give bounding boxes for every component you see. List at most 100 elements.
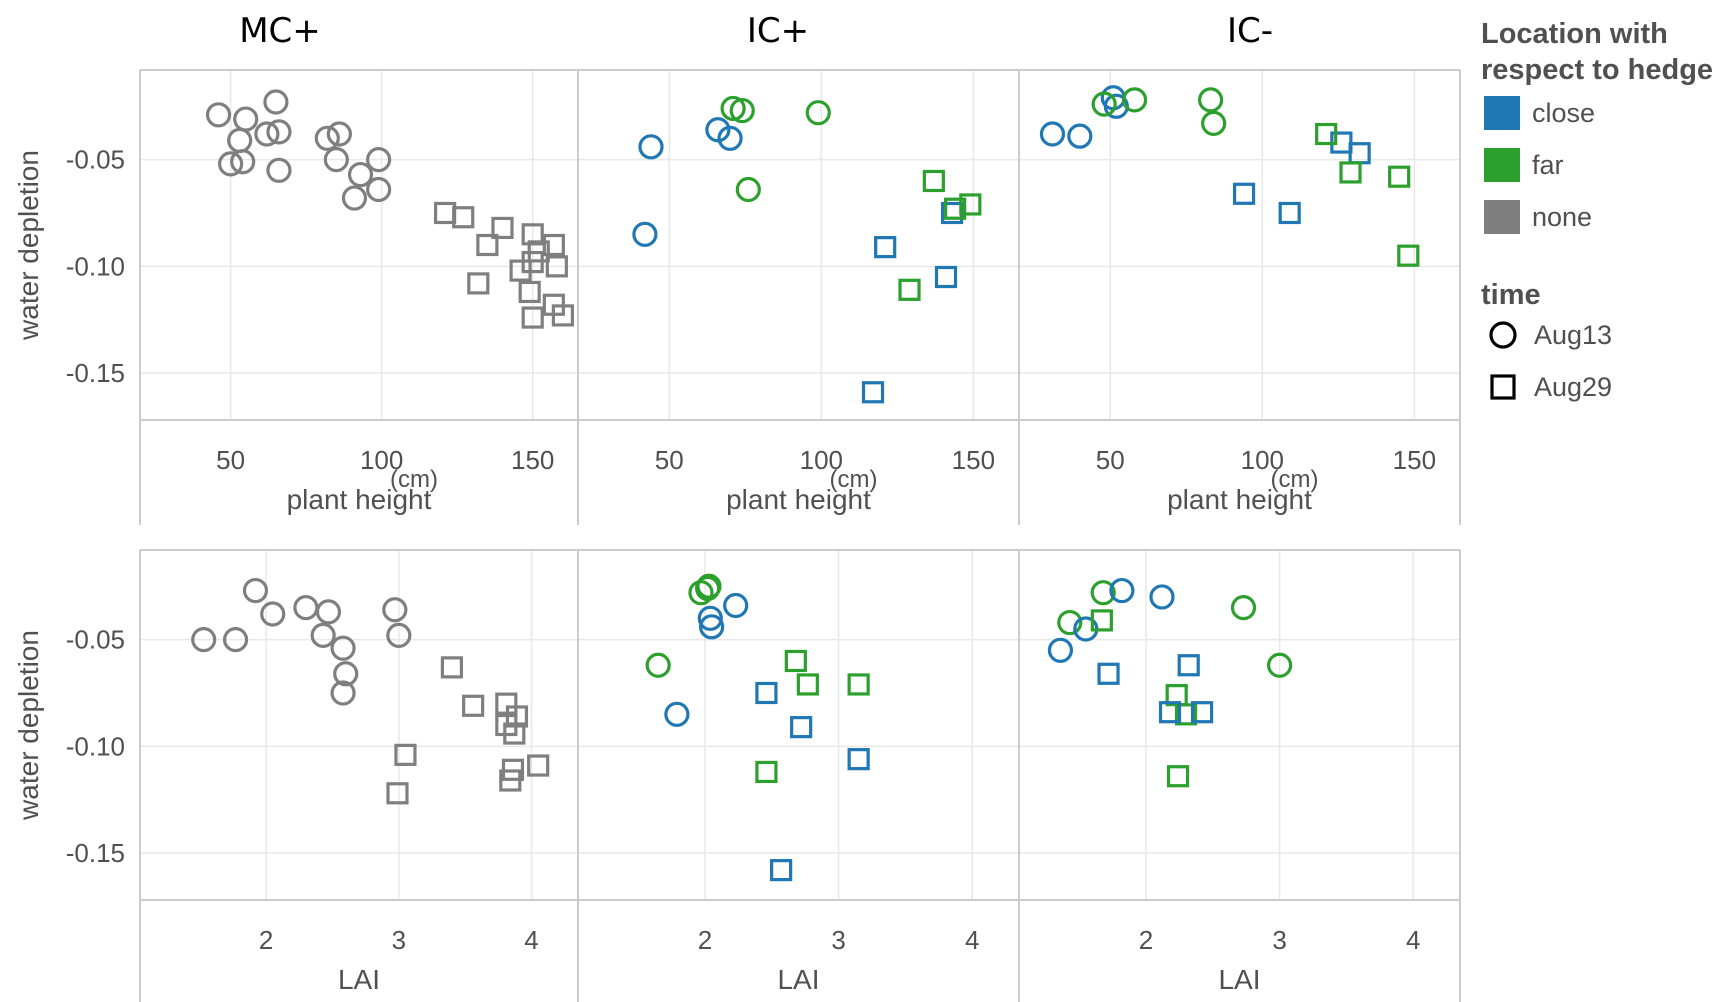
data-point-square xyxy=(790,716,813,739)
data-point-square xyxy=(521,250,544,274)
x-axis-title: plant height xyxy=(726,484,871,515)
data-point-square xyxy=(1232,182,1256,205)
x-axis-title: LAI xyxy=(338,964,380,995)
data-point-circle xyxy=(263,89,289,115)
data-point-circle xyxy=(664,701,690,727)
data-point-square xyxy=(847,748,870,771)
x-tick-label: 150 xyxy=(511,445,554,475)
data-point-square xyxy=(394,743,417,766)
legend-circle-icon xyxy=(1489,321,1517,349)
data-point-circle xyxy=(1067,123,1093,149)
data-point-square xyxy=(1339,161,1362,184)
x-tick-label: 4 xyxy=(524,925,538,955)
data-point-circle xyxy=(254,121,280,147)
data-point-circle xyxy=(260,601,286,627)
y-axis-title: water depletion xyxy=(13,630,44,821)
data-point-square xyxy=(527,754,550,777)
x-tick-label: 150 xyxy=(952,445,995,475)
data-point-circle xyxy=(310,622,336,648)
x-tick-label: 4 xyxy=(1406,925,1420,955)
data-point-square xyxy=(1097,662,1120,685)
data-point-square xyxy=(934,265,958,289)
data-point-circle xyxy=(266,119,292,145)
data-point-circle xyxy=(1090,580,1116,606)
data-point-circle xyxy=(218,151,244,177)
data-point-square xyxy=(499,769,522,792)
data-point-circle xyxy=(230,149,256,175)
data-point-circle xyxy=(1266,652,1293,678)
x-axis-unit: (cm) xyxy=(1271,466,1319,493)
data-point-circle xyxy=(1149,584,1175,610)
legend-label: none xyxy=(1532,202,1592,232)
data-point-circle xyxy=(1091,91,1117,117)
data-point-square xyxy=(1166,765,1190,788)
data-point-square xyxy=(874,236,897,259)
data-point-square xyxy=(784,649,807,673)
legend-label: Aug13 xyxy=(1534,320,1612,350)
data-point-square xyxy=(1190,701,1214,724)
y-tick-label: -0.05 xyxy=(66,145,125,175)
facet-panel-0-1: 50 100 150 plant height(cm) xyxy=(577,69,1019,525)
data-point-circle xyxy=(341,185,368,211)
data-point-circle xyxy=(1121,87,1148,113)
data-point-square xyxy=(1177,654,1200,677)
y-tick-label: -0.15 xyxy=(66,358,125,388)
data-point-circle xyxy=(382,597,408,623)
data-point-square xyxy=(1397,244,1420,267)
data-point-square xyxy=(796,673,819,696)
x-tick-label: 100 xyxy=(360,445,403,475)
x-tick-label: 3 xyxy=(1272,925,1286,955)
data-point-square xyxy=(545,255,568,278)
x-tick-label: 50 xyxy=(1096,445,1125,475)
data-point-circle xyxy=(314,125,340,151)
data-point-circle xyxy=(242,577,269,604)
x-tick-label: 2 xyxy=(1139,925,1153,955)
data-point-circle xyxy=(723,592,749,619)
data-point-square xyxy=(521,306,544,329)
x-tick-label: 2 xyxy=(259,925,273,955)
x-tick-label: 100 xyxy=(1241,445,1284,475)
data-point-circle xyxy=(729,97,755,124)
data-point-circle xyxy=(323,147,349,173)
data-point-square xyxy=(944,197,967,220)
data-point-square xyxy=(1158,701,1182,724)
data-point-circle xyxy=(1057,609,1083,636)
y-tick-label: -0.15 xyxy=(66,838,125,868)
data-point-circle xyxy=(1198,87,1224,113)
facet-panel-0-2: 50 100 150 plant height(cm) xyxy=(1018,69,1461,525)
legend-square-icon xyxy=(1490,374,1516,400)
legend-title-location: Location with xyxy=(1481,18,1668,50)
data-point-square xyxy=(898,278,921,301)
data-point-square xyxy=(1315,122,1338,146)
data-point-circle xyxy=(717,125,743,151)
legend-title-location-2: respect to hedge xyxy=(1481,54,1713,86)
data-point-square xyxy=(476,233,499,257)
data-point-circle xyxy=(1230,595,1257,621)
data-point-circle xyxy=(386,622,412,648)
data-point-circle xyxy=(333,661,359,687)
x-tick-label: 50 xyxy=(655,445,684,475)
legend-swatch-far xyxy=(1484,148,1520,182)
data-point-square xyxy=(440,656,464,679)
facet-panel-1-0: 2 3 4 LAI xyxy=(139,549,578,1002)
data-point-circle xyxy=(638,134,664,160)
data-point-square xyxy=(1388,165,1411,188)
x-tick-label: 2 xyxy=(698,925,712,955)
data-point-square xyxy=(521,223,544,246)
x-tick-label: 50 xyxy=(216,445,245,475)
column-title: MC+ xyxy=(239,11,321,51)
data-point-circle xyxy=(1047,637,1074,663)
data-point-circle xyxy=(366,176,392,203)
data-point-square xyxy=(1090,609,1113,632)
data-point-circle xyxy=(205,102,232,128)
data-point-square xyxy=(462,694,485,717)
data-point-square xyxy=(847,673,870,696)
legend-label: Aug29 xyxy=(1534,372,1612,402)
x-axis-title: plant height xyxy=(287,484,432,515)
legend-swatch-none xyxy=(1484,200,1520,234)
data-point-square xyxy=(1278,201,1301,225)
x-axis-title: LAI xyxy=(1218,964,1260,995)
data-point-square xyxy=(551,304,574,327)
x-tick-label: 3 xyxy=(392,925,406,955)
